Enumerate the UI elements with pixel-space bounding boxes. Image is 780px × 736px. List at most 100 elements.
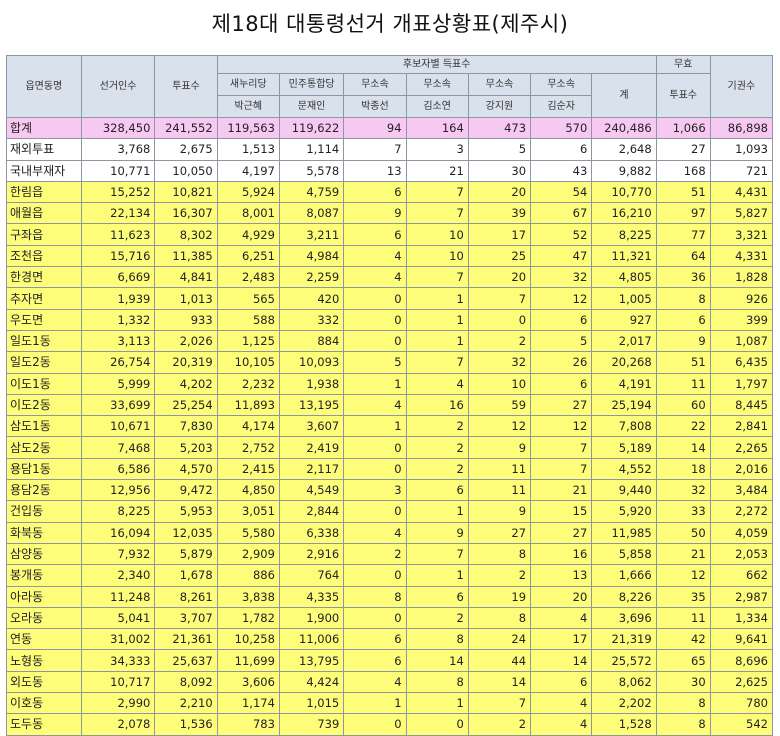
candidate-name: 김소연	[405, 95, 469, 118]
table-cell: 4,202	[154, 372, 218, 395]
table-cell: 6,435	[709, 351, 774, 374]
table-cell: 13	[343, 159, 407, 182]
table-cell: 5,203	[154, 436, 218, 459]
table-cell: 119,622	[278, 116, 345, 140]
table-cell: 5,924	[216, 180, 280, 204]
row-region-name: 추자면	[6, 287, 82, 310]
table-cell: 0	[343, 287, 407, 310]
table-cell: 51	[655, 351, 711, 374]
table-cell: 10,771	[80, 159, 156, 182]
table-cell: 3,211	[278, 223, 345, 246]
row-region-name: 노형동	[6, 649, 82, 672]
table-cell: 1	[405, 287, 469, 310]
table-cell: 3,768	[80, 138, 156, 161]
table-cell: 44	[467, 649, 532, 672]
table-cell: 8,226	[591, 585, 657, 608]
table-cell: 43	[530, 159, 593, 182]
table-cell: 1,939	[80, 287, 156, 310]
table-cell: 3,838	[216, 585, 280, 608]
table-cell: 12	[655, 564, 711, 587]
table-cell: 2	[405, 436, 469, 459]
table-cell: 7	[530, 436, 593, 459]
table-cell: 8	[467, 542, 532, 566]
row-region-name: 국내부재자	[6, 159, 82, 182]
table-cell: 3,606	[216, 670, 280, 694]
table-cell: 2,340	[80, 564, 156, 587]
table-cell: 47	[530, 244, 593, 268]
table-cell: 4,984	[278, 244, 345, 268]
table-cell: 1	[405, 692, 469, 715]
table-cell: 1,536	[154, 713, 218, 736]
col-total: 계	[591, 73, 657, 118]
table-cell: 2,117	[278, 457, 345, 481]
table-cell: 2,909	[216, 542, 280, 566]
table-cell: 86,898	[709, 116, 774, 140]
table-cell: 12,956	[80, 479, 156, 502]
col-electors: 선거인수	[80, 55, 156, 118]
table-cell: 11,248	[80, 585, 156, 608]
table-cell: 11	[655, 372, 711, 395]
table-cell: 1,114	[278, 138, 345, 161]
table-cell: 4	[530, 606, 593, 630]
table-cell: 240,486	[591, 116, 657, 140]
candidate-party: 새누리당	[216, 73, 280, 96]
table-cell: 19	[467, 585, 532, 608]
table-cell: 2	[467, 329, 532, 353]
candidate-name: 김순자	[530, 95, 593, 118]
table-cell: 164	[405, 116, 469, 140]
table-cell: 119,563	[216, 116, 280, 140]
table-cell: 13	[530, 564, 593, 587]
table-cell: 10,093	[278, 351, 345, 374]
table-cell: 420	[278, 287, 345, 310]
table-cell: 4,431	[709, 180, 774, 204]
table-cell: 8	[655, 287, 711, 310]
table-cell: 32	[467, 351, 532, 374]
table-cell: 4	[343, 266, 407, 289]
table-cell: 24	[467, 628, 532, 651]
table-cell: 6,251	[216, 244, 280, 268]
table-cell: 11	[467, 457, 532, 481]
table-cell: 3,113	[80, 329, 156, 353]
table-row: 삼도2동 7,468 5,203 2,752 2,419 0 2 9 7 5,189 14 2,265	[6, 436, 774, 459]
table-cell: 10	[467, 372, 532, 395]
table-cell: 7	[530, 457, 593, 481]
row-region-name: 봉개동	[6, 564, 82, 587]
row-region-name: 한림읍	[6, 180, 82, 204]
table-cell: 5	[530, 329, 593, 353]
table-cell: 0	[343, 436, 407, 459]
table-cell: 2,675	[154, 138, 218, 161]
results-table: 읍면동명 선거인수 투표수 후보자별 득표수 무효 기권수 새누리당 민주통합당…	[6, 55, 774, 736]
table-cell: 5,953	[154, 500, 218, 523]
table-cell: 17	[467, 223, 532, 246]
table-cell: 16	[405, 393, 469, 417]
col-votes: 투표수	[154, 55, 218, 118]
row-region-name: 애월읍	[6, 202, 82, 225]
table-cell: 3,484	[709, 479, 774, 502]
table-cell: 780	[709, 692, 774, 715]
table-cell: 1	[343, 692, 407, 715]
table-cell: 3,707	[154, 606, 218, 630]
row-region-name: 용담2동	[6, 479, 82, 502]
table-row: 오라동 5,041 3,707 1,782 1,900 0 2 8 4 3,696 11 1,334	[6, 606, 774, 630]
table-cell: 5,879	[154, 542, 218, 566]
table-cell: 31,002	[80, 628, 156, 651]
table-cell: 11	[655, 606, 711, 630]
table-cell: 721	[709, 159, 774, 182]
table-cell: 2,210	[154, 692, 218, 715]
row-region-name: 이도2동	[6, 393, 82, 417]
table-row: 용담1동 6,586 4,570 2,415 2,117 0 2 11 7 4,552 18 2,01…	[6, 457, 774, 481]
table-cell: 33,699	[80, 393, 156, 417]
table-row: 조천읍 15,716 11,385 6,251 4,984 4 10 25 47 11,321 64…	[6, 244, 774, 268]
table-cell: 60	[655, 393, 711, 417]
table-cell: 10	[405, 244, 469, 268]
table-cell: 399	[709, 308, 774, 331]
table-cell: 2,259	[278, 266, 345, 289]
table-cell: 25,637	[154, 649, 218, 672]
table-cell: 11,623	[80, 223, 156, 246]
row-region-name: 조천읍	[6, 244, 82, 268]
table-cell: 8,445	[709, 393, 774, 417]
table-cell: 884	[278, 329, 345, 353]
table-cell: 1,678	[154, 564, 218, 587]
table-cell: 8	[405, 670, 469, 694]
table-row: 연동 31,002 21,361 10,258 11,006 6 8 24 17 21,319 42…	[6, 628, 774, 651]
